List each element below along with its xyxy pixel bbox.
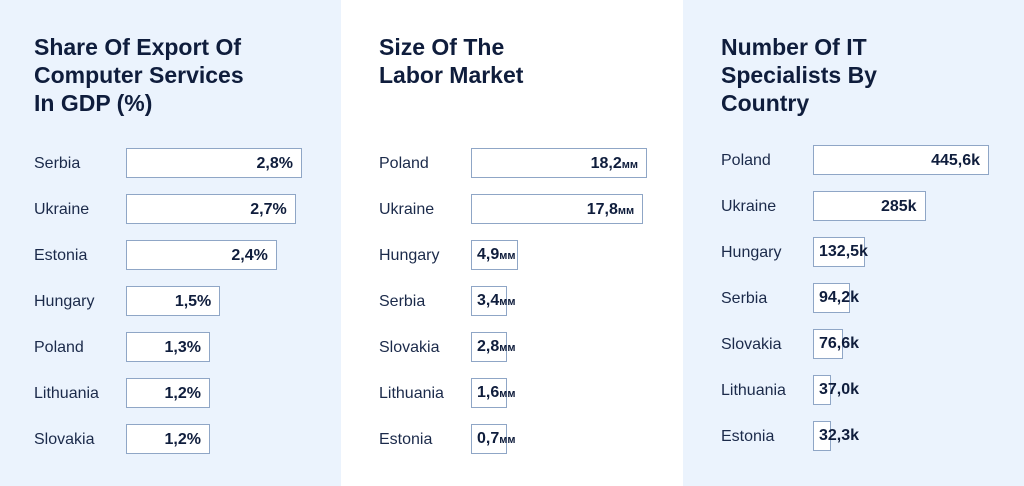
bar-row: Slovakia 76,6k — [683, 329, 1024, 361]
bar-row: Estonia 0,7мм — [341, 424, 683, 456]
bar: 285k — [813, 191, 926, 221]
value-label: 285k — [880, 198, 917, 215]
value-label: 1,2% — [164, 385, 201, 402]
category-label: Lithuania — [721, 382, 786, 399]
category-label: Lithuania — [379, 385, 444, 402]
bar-row: Lithuania 37,0k — [683, 375, 1024, 407]
panel-it-specialists: Number Of IT Specialists By Country Pola… — [683, 0, 1024, 486]
value-unit: мм — [621, 159, 638, 171]
bar-row: Poland 445,6k — [683, 145, 1024, 177]
bar-row: Slovakia 2,8мм — [341, 332, 683, 364]
bar: 18,2мм — [471, 148, 647, 178]
value-label: 4,9мм — [477, 246, 516, 263]
category-label: Serbia — [379, 293, 426, 310]
value-label: 2,7% — [250, 201, 287, 218]
value-unit: мм — [499, 296, 516, 308]
category-label: Hungary — [34, 293, 95, 310]
category-label: Hungary — [721, 244, 782, 261]
category-label: Ukraine — [379, 201, 435, 218]
bar: 2,8% — [126, 148, 302, 178]
chart-title: Size Of The Labor Market — [379, 34, 524, 88]
value-label: 2,8мм — [477, 338, 516, 355]
value-label: 2,4% — [231, 247, 268, 264]
bar-row: Serbia 94,2k — [683, 283, 1024, 315]
value-unit: мм — [499, 388, 516, 400]
value-unit: мм — [617, 205, 635, 217]
bar: 1,5% — [126, 286, 221, 316]
bar — [471, 424, 507, 454]
category-label: Ukraine — [721, 198, 777, 215]
bar-row: Hungary 4,9мм — [341, 240, 683, 272]
bar — [471, 286, 507, 316]
bar-row: Slovakia 1,2% — [0, 424, 341, 456]
value-label: 3,4мм — [477, 292, 516, 309]
category-label: Hungary — [379, 247, 440, 264]
value-label: 132,5k — [819, 243, 868, 260]
bar — [471, 240, 519, 270]
category-label: Ukraine — [34, 201, 90, 218]
bar: 2,7% — [126, 194, 296, 224]
bar — [813, 421, 831, 451]
category-label: Serbia — [34, 155, 81, 172]
bar-row: Poland 18,2мм — [341, 148, 683, 180]
bar — [813, 329, 844, 359]
bar: 1,2% — [126, 378, 210, 408]
bar-row: Ukraine 285k — [683, 191, 1024, 223]
value-label: 0,7мм — [477, 430, 516, 447]
chart-title: Number Of IT Specialists By Country — [721, 34, 877, 116]
bar-row: Serbia 3,4мм — [341, 286, 683, 318]
category-label: Slovakia — [379, 339, 440, 356]
bar — [813, 283, 851, 313]
panel-labor-market: Size Of The Labor Market Poland 18,2мм Ukr… — [341, 0, 683, 486]
bar-row: Hungary 132,5k — [683, 237, 1024, 269]
value-label: 1,5% — [174, 293, 212, 310]
bar-row: Poland 1,3% — [0, 332, 341, 364]
bar: 2,4% — [126, 240, 277, 270]
value-label: 1,3% — [164, 339, 201, 356]
value-label: 1,6мм — [477, 384, 516, 401]
bar-row: Lithuania 1,2% — [0, 378, 341, 410]
bar: 445,6k — [813, 145, 989, 175]
category-label: Poland — [379, 155, 429, 172]
bar — [471, 332, 507, 362]
value-label: 445,6k — [931, 152, 980, 169]
category-label: Estonia — [379, 431, 433, 448]
value-label: 94,2k — [819, 289, 860, 306]
bar: 1,2% — [126, 424, 210, 454]
category-label: Poland — [34, 339, 84, 356]
panel-export-share: Share Of Export Of Computer Services In … — [0, 0, 341, 486]
bar — [813, 375, 831, 405]
bar-row: Estonia 32,3k — [683, 421, 1024, 453]
bar — [471, 378, 507, 408]
category-label: Poland — [721, 152, 771, 169]
bar-row: Serbia 2,8% — [0, 148, 341, 180]
bar-row: Lithuania 1,6мм — [341, 378, 683, 410]
value-unit: мм — [499, 342, 516, 354]
value-unit: мм — [499, 434, 516, 446]
category-label: Serbia — [721, 290, 768, 307]
bar-row: Estonia 2,4% — [0, 240, 341, 272]
category-label: Slovakia — [721, 336, 782, 353]
value-label: 1,2% — [164, 431, 201, 448]
value-unit: мм — [499, 250, 516, 262]
value-label: 2,8% — [256, 155, 293, 172]
bar: 17,8мм — [471, 194, 644, 224]
value-label: 37,0k — [819, 381, 860, 398]
value-label: 76,6k — [819, 335, 860, 352]
bar: 1,3% — [126, 332, 210, 362]
value-label: 32,3k — [819, 427, 860, 444]
value-label: 17,8мм — [586, 201, 635, 218]
value-label: 18,2мм — [590, 155, 638, 172]
category-label: Lithuania — [34, 385, 99, 402]
bar — [813, 237, 866, 267]
bar-row: Ukraine 2,7% — [0, 194, 341, 226]
chart-title: Share Of Export Of Computer Services In … — [34, 34, 244, 116]
category-label: Slovakia — [34, 431, 95, 448]
bar-row: Ukraine 17,8мм — [341, 194, 683, 226]
bar-row: Hungary 1,5% — [0, 286, 341, 318]
category-label: Estonia — [721, 428, 775, 445]
category-label: Estonia — [34, 247, 88, 264]
